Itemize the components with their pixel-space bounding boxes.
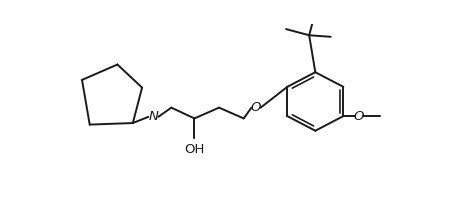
Text: O: O (251, 101, 261, 114)
Text: O: O (354, 110, 364, 123)
Text: OH: OH (184, 143, 205, 156)
Text: N: N (148, 110, 158, 123)
